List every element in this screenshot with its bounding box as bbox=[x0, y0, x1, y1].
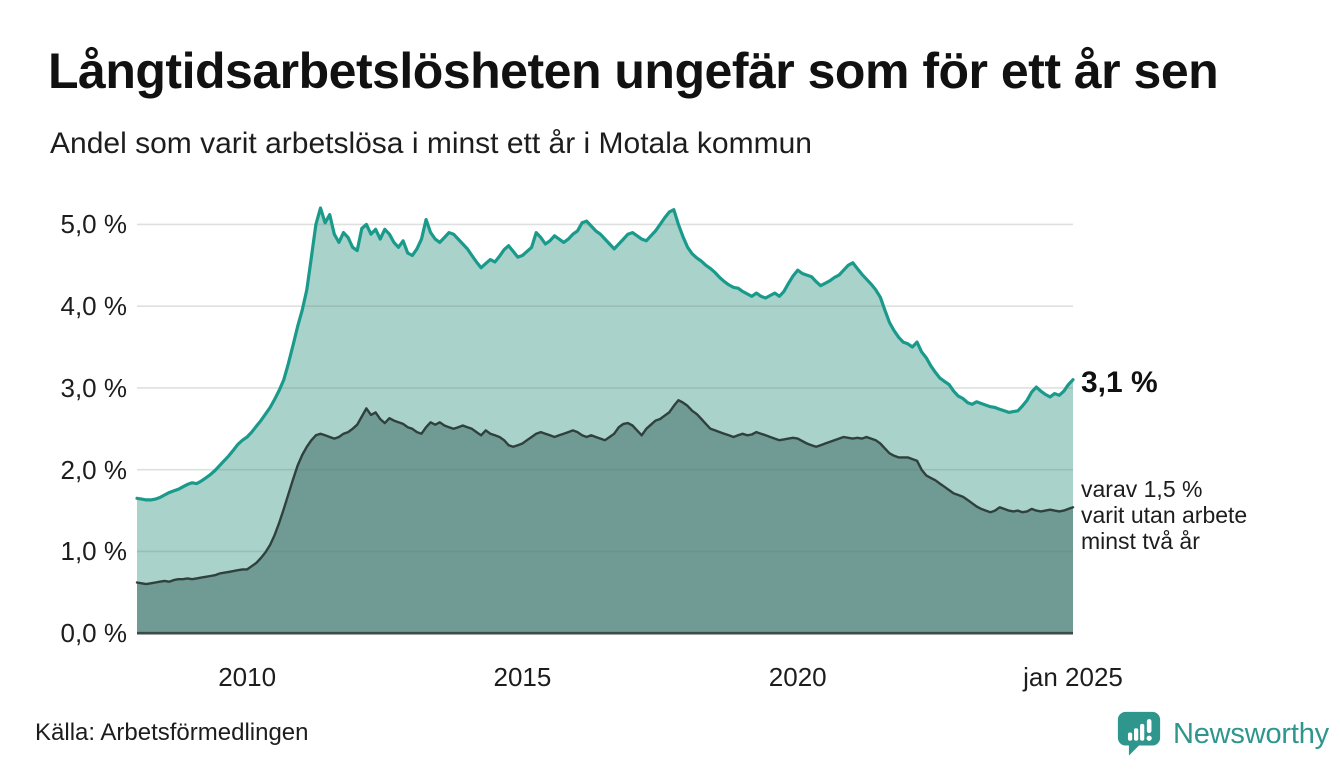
y-tick-label: 0,0 % bbox=[60, 618, 128, 649]
y-tick-label: 3,0 % bbox=[60, 372, 128, 403]
brand-lockup: Newsworthy bbox=[1115, 708, 1329, 760]
series-line-1 bbox=[135, 206, 1075, 502]
chart-gridlines bbox=[137, 223, 1073, 553]
secondary-annotation-line: varit utan arbete bbox=[1081, 502, 1248, 528]
y-tick-label: 1,0 % bbox=[60, 536, 128, 567]
brand-name: Newsworthy bbox=[1173, 717, 1329, 750]
y-tick-label: 4,0 % bbox=[60, 291, 128, 322]
newsworthy-logo-icon bbox=[1117, 711, 1161, 756]
y-tick-label: 5,0 % bbox=[60, 209, 128, 240]
latest-value-label: 3,1 % bbox=[1081, 366, 1158, 399]
secondary-annotation-line: varav 1,5 % bbox=[1081, 476, 1203, 502]
x-tick-label: 2010 bbox=[218, 662, 277, 692]
y-tick-label: 2,0 % bbox=[60, 454, 128, 485]
series-area-2 bbox=[137, 400, 1073, 634]
series-line-2 bbox=[135, 399, 1075, 586]
x-tick-label: jan 2025 bbox=[1023, 662, 1123, 692]
x-tick-label: 2020 bbox=[768, 662, 827, 692]
chart-lines bbox=[135, 206, 1075, 586]
x-tick-label: 2015 bbox=[493, 662, 552, 692]
secondary-annotation: varav 1,5 % varit utan arbete minst två … bbox=[1081, 476, 1247, 554]
chart-areas bbox=[137, 208, 1073, 634]
source-label: Källa: Arbetsförmedlingen bbox=[35, 719, 309, 746]
page-title: Långtidsarbetslösheten ungefär som för e… bbox=[48, 43, 1219, 99]
secondary-annotation-line: minst två år bbox=[1081, 528, 1200, 554]
page-subtitle: Andel som varit arbetslösa i minst ett å… bbox=[50, 127, 812, 160]
